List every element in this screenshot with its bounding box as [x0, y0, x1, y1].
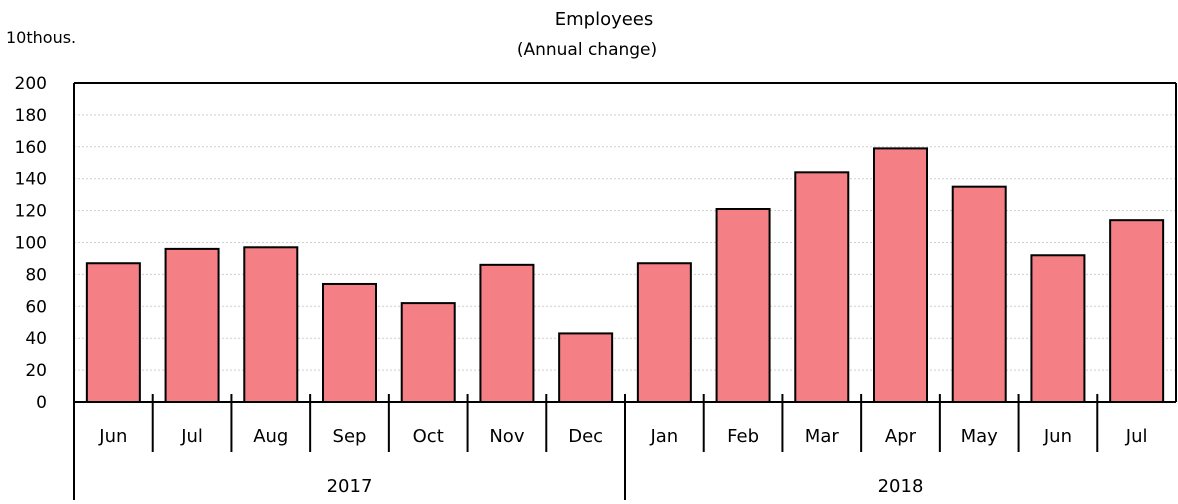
y-tick-label: 180	[15, 106, 47, 126]
x-tick-label: Jan	[649, 426, 678, 447]
x-tick-label: Oct	[413, 426, 444, 447]
x-tick-label: Jun	[1043, 426, 1072, 447]
bar	[951, 185, 1007, 403]
chart-title: Employees	[555, 9, 654, 30]
x-tick-label: Mar	[805, 426, 840, 447]
bar	[85, 262, 141, 403]
y-tick-label: 140	[15, 170, 47, 190]
bar	[400, 302, 456, 403]
y-tick-label: 40	[25, 329, 47, 349]
bar	[873, 147, 928, 403]
x-tick-label: Dec	[568, 426, 603, 447]
x-tick-label: May	[961, 426, 999, 447]
y-tick-label: 200	[15, 74, 47, 94]
y-tick-label: 20	[25, 361, 47, 381]
x-tick-label: Apr	[885, 426, 917, 447]
chart-subtitle: (Annual change)	[517, 40, 657, 60]
y-tick-label: 100	[15, 234, 47, 254]
bar	[794, 171, 850, 403]
y-tick-label: 60	[25, 297, 47, 317]
y-tick-label: 0	[36, 393, 47, 413]
x-tick-label: Feb	[727, 426, 759, 447]
y-tick-label: 80	[25, 265, 47, 285]
x-category-labels: Jun Jul Aug Sep Oct Nov Dec Jan Feb Mar Apr May Jun J…	[98, 426, 1147, 447]
y-tick-labels: 0 20 40 60 80 100 120 140 160 180 200	[15, 74, 47, 413]
axes	[73, 82, 1177, 500]
year-label: 2018	[878, 476, 924, 497]
bar	[715, 208, 771, 403]
x-tick-label: Aug	[253, 426, 288, 447]
bar	[243, 246, 299, 403]
y-unit-label: 10thous.	[6, 28, 76, 47]
x-tick-label: Jul	[180, 426, 203, 447]
bar	[479, 263, 535, 403]
y-tick-label: 160	[15, 138, 47, 158]
year-group-labels: 2017 2018	[327, 476, 924, 497]
x-tick-label: Jul	[1125, 426, 1148, 447]
bar	[558, 332, 614, 404]
gridlines	[74, 114, 1176, 371]
year-label: 2017	[327, 476, 373, 497]
x-tick-label: Jun	[98, 426, 127, 447]
bar	[1109, 219, 1165, 403]
y-tick-label: 120	[15, 202, 47, 222]
bar	[636, 262, 692, 403]
bar	[322, 282, 377, 403]
x-tick-label: Sep	[333, 426, 367, 447]
bar	[1030, 254, 1086, 403]
bars	[85, 147, 1165, 404]
x-tick-label: Nov	[489, 426, 524, 447]
bar	[164, 247, 220, 403]
